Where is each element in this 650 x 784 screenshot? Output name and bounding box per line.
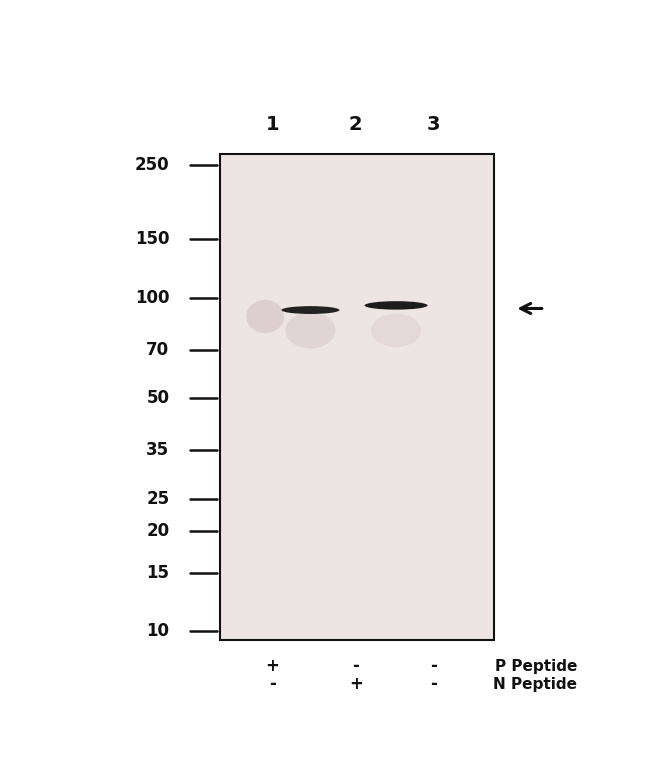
- Ellipse shape: [246, 300, 284, 333]
- Text: N Peptide: N Peptide: [493, 677, 577, 692]
- Text: -: -: [430, 657, 437, 675]
- Text: +: +: [266, 657, 280, 675]
- Ellipse shape: [365, 301, 428, 310]
- Text: 35: 35: [146, 441, 170, 459]
- Text: 2: 2: [349, 114, 363, 134]
- Text: P Peptide: P Peptide: [495, 659, 577, 674]
- Text: 3: 3: [427, 114, 441, 134]
- Text: 20: 20: [146, 522, 170, 540]
- Text: +: +: [349, 676, 363, 694]
- Ellipse shape: [281, 306, 339, 314]
- Ellipse shape: [285, 312, 335, 348]
- Text: 1: 1: [266, 114, 280, 134]
- Text: 250: 250: [135, 156, 170, 174]
- Text: -: -: [430, 676, 437, 694]
- Text: -: -: [269, 676, 276, 694]
- Text: 70: 70: [146, 340, 170, 358]
- Text: 150: 150: [135, 230, 170, 249]
- Text: 25: 25: [146, 490, 170, 508]
- Bar: [220, 154, 494, 641]
- Ellipse shape: [371, 314, 421, 347]
- Text: 15: 15: [146, 564, 170, 582]
- Text: -: -: [352, 657, 359, 675]
- Text: 100: 100: [135, 289, 170, 307]
- Text: 10: 10: [146, 622, 170, 641]
- Text: 50: 50: [146, 390, 170, 408]
